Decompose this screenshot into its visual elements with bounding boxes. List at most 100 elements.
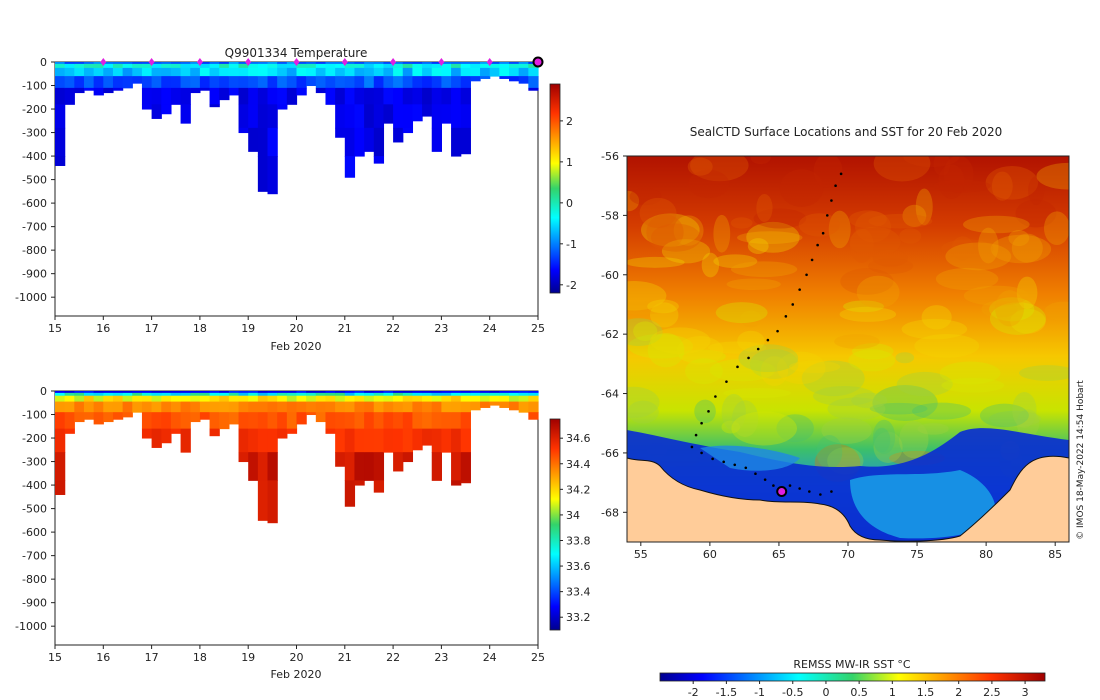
salinity-cell xyxy=(315,401,327,413)
temperature-cell xyxy=(480,62,491,65)
sst-colorbar-tick-label: -1 xyxy=(754,686,765,699)
salinity-cell xyxy=(451,391,462,394)
sst-texture-patch xyxy=(902,204,927,227)
salinity-cell xyxy=(209,401,220,413)
salinity-cell xyxy=(74,401,85,413)
salinity-section-chart: 0 -100 -200 -300 -400 -500 -600 -700 -800 -900 -10… xyxy=(15,385,590,681)
temperature-cell xyxy=(83,67,95,77)
salinity-cell xyxy=(267,395,278,403)
temperature-cell xyxy=(55,127,66,157)
salinity-cell xyxy=(451,392,462,397)
salinity-cell xyxy=(393,392,404,397)
temperature-cell xyxy=(64,62,75,65)
salinity-cell xyxy=(509,391,520,394)
temperature-cell xyxy=(132,63,143,69)
salinity-cell xyxy=(93,395,104,403)
salinity-cell xyxy=(431,391,442,394)
sst-texture-patch xyxy=(685,358,723,385)
temperature-cell xyxy=(335,62,346,65)
salinity-cell xyxy=(112,401,124,413)
temperature-cell xyxy=(383,62,394,65)
sst-texture-patch xyxy=(627,281,667,311)
temperature-cell xyxy=(509,63,520,69)
temperature-cell xyxy=(277,62,288,65)
salinity-cell xyxy=(74,391,85,394)
salinity-colorbar-ticks: 34.6 34.4 34.2 34 33.8 33.6 33.4 33.2 xyxy=(560,432,591,624)
salinity-cell xyxy=(393,452,404,472)
salinity-cell xyxy=(509,395,520,403)
temperature-cell xyxy=(219,76,230,89)
sst-texture-patch xyxy=(779,169,824,207)
temperature-cell xyxy=(344,62,356,65)
track-point xyxy=(776,329,779,333)
temperature-cell xyxy=(354,67,365,77)
temperature-cell xyxy=(431,67,442,77)
temperature-cell xyxy=(74,76,85,89)
temperature-cell xyxy=(296,87,307,96)
salinity-cell xyxy=(180,395,191,403)
salinity-cell xyxy=(364,391,375,394)
temperature-cell xyxy=(315,87,327,94)
temperature-cell xyxy=(451,67,462,77)
sst-texture-patch xyxy=(895,352,915,364)
colorbar-tick-label: -1 xyxy=(566,238,577,251)
sst-texture-patch xyxy=(629,188,662,206)
temperature-cell xyxy=(64,76,75,89)
sst-texture-patch xyxy=(627,333,694,359)
salinity-cell xyxy=(228,401,240,413)
y-tick-label: -66 xyxy=(601,447,619,460)
salinity-cell xyxy=(199,401,211,413)
sst-texture-patch xyxy=(828,210,851,249)
salinity-cell xyxy=(277,395,288,403)
salinity-cell xyxy=(422,412,433,430)
temperature-cell xyxy=(219,87,230,101)
salinity-cell xyxy=(74,412,85,423)
salinity-cell xyxy=(238,392,249,397)
temperature-cell xyxy=(267,104,278,129)
salinity-cell xyxy=(315,392,327,397)
temperature-cell xyxy=(509,76,520,82)
salinity-cell xyxy=(344,480,356,507)
sst-texture-patch xyxy=(921,305,952,330)
sst-colorbar-tick-label: 0.5 xyxy=(850,686,868,699)
temperature-cell xyxy=(64,87,75,105)
salinity-cell xyxy=(170,401,182,413)
salinity-cell xyxy=(518,395,529,403)
salinity-cell xyxy=(335,428,346,453)
salinity-cell xyxy=(509,392,520,397)
temperature-cell xyxy=(228,62,240,65)
salinity-cell xyxy=(402,391,414,394)
temperature-cell xyxy=(141,62,153,65)
y-tick-label: -600 xyxy=(22,526,47,539)
temperature-cell xyxy=(199,76,211,89)
temperature-cell xyxy=(509,62,520,65)
salinity-cell xyxy=(335,412,346,430)
salinity-cell xyxy=(277,412,288,430)
sst-texture-patch xyxy=(868,258,914,274)
salinity-cell xyxy=(325,412,336,430)
sst-texture-patch xyxy=(914,333,980,358)
temperature-cell xyxy=(431,87,442,105)
temperature-cell xyxy=(257,104,269,129)
temperature-colorbar xyxy=(549,83,561,294)
salinity-cell xyxy=(248,391,259,394)
sst-colorbar-label: REMSS MW-IR SST °C xyxy=(793,658,911,671)
salinity-cell xyxy=(219,391,230,394)
temperature-cell xyxy=(151,87,162,105)
sst-colorbar-tick-label: -2 xyxy=(688,686,699,699)
temperature-cell xyxy=(286,62,298,65)
temperature-cell xyxy=(55,67,66,77)
track-point xyxy=(834,184,837,187)
temperature-cell xyxy=(141,63,153,69)
profile-marker xyxy=(196,58,203,66)
x-tick-label: 55 xyxy=(634,548,648,561)
sst-texture-patch xyxy=(776,414,814,443)
temperature-cell xyxy=(55,87,66,105)
y-tick-label: -800 xyxy=(22,244,47,257)
temperature-cell xyxy=(422,67,433,77)
salinity-cell xyxy=(180,392,191,397)
salinity-cell xyxy=(199,392,211,397)
salinity-cell xyxy=(528,392,539,397)
salinity-cell xyxy=(393,391,404,394)
temperature-cell xyxy=(103,76,114,89)
